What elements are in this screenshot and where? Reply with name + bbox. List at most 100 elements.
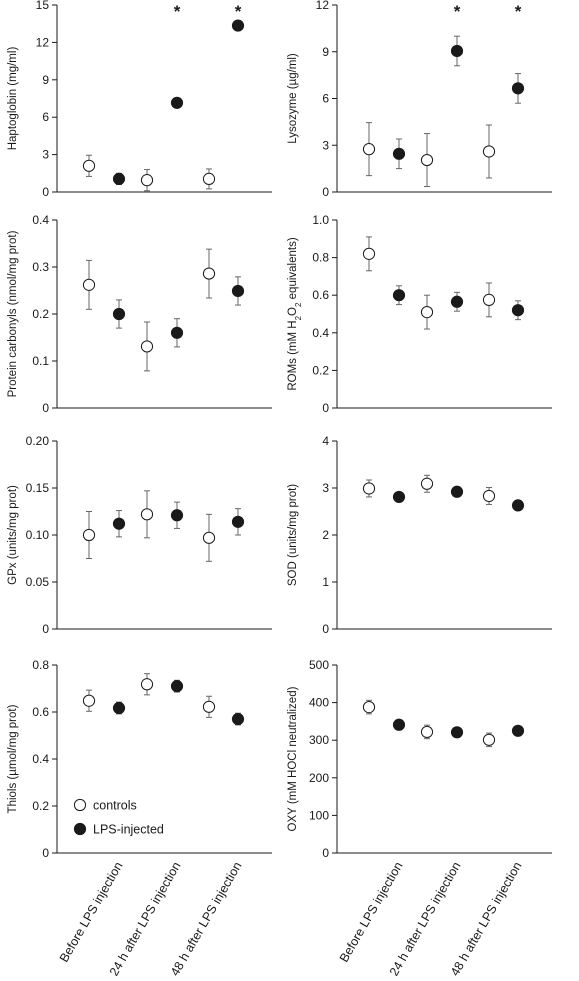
lps-point-2-2 xyxy=(231,284,245,298)
y-tick-label-3-1: 0.2 xyxy=(312,363,329,377)
x-category-label-0-2: 48 h after LPS injection xyxy=(168,859,245,976)
y-tick-label-7-5: 500 xyxy=(309,658,329,672)
lps-point-6-2 xyxy=(231,712,245,726)
legend-marker-controls xyxy=(73,798,87,812)
control-point-3-0 xyxy=(362,247,376,260)
control-point-6-2 xyxy=(202,700,216,713)
y-tick-label-3-5: 1.0 xyxy=(312,213,329,227)
y-tick-label-5-1: 1 xyxy=(322,575,329,589)
lps-point-2-1 xyxy=(170,326,184,339)
lps-point-7-0 xyxy=(392,718,406,731)
y-tick-label-6-4: 0.8 xyxy=(32,658,49,672)
y-tick-label-1-2: 6 xyxy=(322,92,329,106)
y-tick-label-0-5: 15 xyxy=(36,0,50,12)
lps-point-1-1 xyxy=(450,44,464,58)
lps-point-5-2 xyxy=(511,499,525,512)
control-point-5-2 xyxy=(482,489,496,503)
lps-point-7-1 xyxy=(450,726,464,739)
control-point-4-0 xyxy=(82,528,96,542)
lps-point-6-0 xyxy=(112,701,126,715)
control-point-7-1 xyxy=(420,725,434,739)
y-axis-label-5: SOD (units/mg prot) xyxy=(287,484,299,586)
y-tick-label-5-4: 4 xyxy=(322,434,329,448)
control-point-3-1 xyxy=(420,306,434,319)
control-point-7-2 xyxy=(482,733,496,746)
lps-point-6-1 xyxy=(170,680,184,693)
y-tick-label-7-0: 0 xyxy=(322,846,329,860)
control-point-2-1 xyxy=(140,340,154,353)
control-point-2-0 xyxy=(82,278,96,291)
control-point-1-2 xyxy=(482,145,496,158)
y-tick-label-4-0: 0 xyxy=(42,622,49,636)
control-point-2-2 xyxy=(202,267,216,280)
significance-star-0-2: * xyxy=(235,2,242,21)
y-axis-label-4: GPx (units/mg prot) xyxy=(7,485,19,585)
lps-point-0-0 xyxy=(112,172,126,186)
control-point-0-2 xyxy=(202,172,216,186)
lps-point-7-2 xyxy=(511,724,525,737)
y-axis-label-6: Thiols (µmol/mg prot) xyxy=(7,704,19,813)
y-tick-label-2-3: 0.3 xyxy=(32,260,49,274)
lps-point-5-1 xyxy=(450,485,464,498)
control-point-7-0 xyxy=(362,701,376,714)
y-tick-label-3-4: 0.8 xyxy=(312,251,329,265)
y-tick-label-3-2: 0.4 xyxy=(312,326,329,340)
lps-point-4-2 xyxy=(231,515,245,528)
y-tick-label-4-2: 0.10 xyxy=(26,528,50,542)
y-tick-label-7-2: 200 xyxy=(309,771,329,785)
y-axis-label-2: Protein carbonyls (nmol/mg prot) xyxy=(7,230,19,397)
y-tick-label-1-1: 3 xyxy=(322,138,329,152)
x-category-label-1-0: Before LPS injection xyxy=(337,859,406,964)
lps-point-3-2 xyxy=(511,304,525,317)
control-point-4-2 xyxy=(202,531,216,544)
y-tick-label-7-4: 400 xyxy=(309,696,329,710)
y-tick-label-1-3: 9 xyxy=(322,45,329,59)
y-tick-label-1-4: 12 xyxy=(316,0,330,12)
y-tick-label-6-1: 0.2 xyxy=(32,799,49,813)
y-tick-label-2-4: 0.4 xyxy=(32,213,49,227)
control-point-5-1 xyxy=(420,477,434,490)
y-axis-label-7: OXY (mM HOCl neutralized) xyxy=(287,686,299,831)
lps-point-4-0 xyxy=(112,517,126,530)
y-tick-label-0-3: 9 xyxy=(42,73,49,87)
y-tick-label-1-0: 0 xyxy=(322,185,329,199)
significance-star-1-1: * xyxy=(454,2,461,21)
x-category-label-1-2: 48 h after LPS injection xyxy=(448,859,525,976)
y-tick-label-6-0: 0 xyxy=(42,846,49,860)
lps-point-3-1 xyxy=(450,295,464,308)
y-tick-label-7-1: 100 xyxy=(309,808,329,822)
y-tick-label-4-4: 0.20 xyxy=(26,434,50,448)
significance-star-1-2: * xyxy=(515,2,522,21)
y-tick-label-4-1: 0.05 xyxy=(26,575,50,589)
y-tick-label-0-1: 3 xyxy=(42,148,49,162)
y-tick-label-2-1: 0.1 xyxy=(32,354,49,368)
control-point-6-0 xyxy=(82,694,96,707)
lps-point-2-0 xyxy=(112,307,126,321)
y-tick-label-5-0: 0 xyxy=(322,622,329,636)
y-tick-label-6-3: 0.6 xyxy=(32,705,49,719)
y-tick-label-2-2: 0.2 xyxy=(32,307,49,321)
legend-marker-lps-injected xyxy=(73,822,87,836)
control-point-4-1 xyxy=(140,508,154,521)
control-point-1-0 xyxy=(362,143,376,156)
legend-label-lps-injected: LPS-injected xyxy=(93,823,164,837)
control-point-0-0 xyxy=(82,159,96,172)
significance-star-0-1: * xyxy=(174,2,181,21)
y-tick-label-0-0: 0 xyxy=(42,185,49,199)
legend-label-controls: controls xyxy=(93,799,137,813)
control-point-5-0 xyxy=(362,482,376,495)
y-tick-label-5-3: 3 xyxy=(322,481,329,495)
lps-point-1-2 xyxy=(511,82,525,95)
y-tick-label-3-0: 0 xyxy=(322,401,329,415)
control-point-0-1 xyxy=(140,174,154,187)
control-point-1-1 xyxy=(420,153,434,167)
control-point-3-2 xyxy=(482,293,496,306)
y-tick-label-2-0: 0 xyxy=(42,401,49,415)
y-tick-label-6-2: 0.4 xyxy=(32,752,49,766)
y-axis-label-1: Lysozyme (µg/ml) xyxy=(287,53,299,144)
lps-point-3-0 xyxy=(392,289,406,302)
y-tick-label-4-3: 0.15 xyxy=(26,481,50,495)
y-tick-label-7-3: 300 xyxy=(309,733,329,747)
